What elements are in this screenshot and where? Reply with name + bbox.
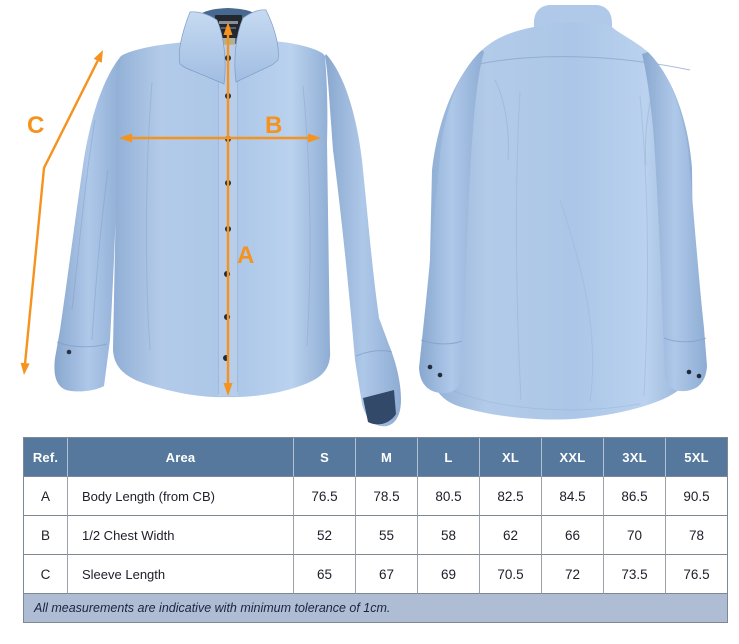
brand-label-text-line: [219, 21, 238, 24]
front-left-cuff-button: [66, 349, 72, 355]
back-left-cuff-button2: [437, 372, 443, 378]
front-left-cuff-seam: [56, 341, 108, 348]
cell-value: 80.5: [417, 477, 479, 516]
cell-value: 69: [417, 555, 479, 594]
cell-value: 84.5: [541, 477, 603, 516]
measurement-arrow-b: [119, 133, 321, 143]
col-header-5xl: 5XL: [665, 438, 727, 477]
col-header-xxl: XXL: [541, 438, 603, 477]
back-body: [428, 21, 694, 420]
col-header-xl: XL: [479, 438, 541, 477]
front-placket-seams: [218, 48, 238, 394]
cell-area: 1/2 Chest Width: [67, 516, 293, 555]
cell-value: 78: [665, 516, 727, 555]
measurement-annotations: C B A: [20, 22, 321, 396]
table-row-chest-width: B 1/2 Chest Width 52 55 58 62 66 70 78: [24, 516, 727, 555]
front-left-sleeve: [54, 56, 123, 392]
size-guide-figure: C B A: [20, 5, 707, 427]
cell-value: 62: [479, 516, 541, 555]
cell-ref: A: [24, 477, 67, 516]
back-right-cuff-button2: [696, 373, 702, 379]
header-row: Ref. Area S M L XL XXL 3XL 5XL: [24, 438, 727, 477]
cell-value: 76.5: [665, 555, 727, 594]
cell-value: 58: [417, 516, 479, 555]
cell-value: 70: [603, 516, 665, 555]
footnote-row: All measurements are indicative with min…: [24, 594, 727, 622]
back-left-sleeve: [419, 50, 484, 394]
measurement-arrow-c: [20, 50, 103, 375]
cell-value: 73.5: [603, 555, 665, 594]
cell-ref: B: [24, 516, 67, 555]
table-row-sleeve-length: C Sleeve Length 65 67 69 70.5 72 73.5 76…: [24, 555, 727, 594]
col-header-l: L: [417, 438, 479, 477]
cell-value: 52: [293, 516, 355, 555]
cell-value: 65: [293, 555, 355, 594]
front-right-cuff-lining: [363, 390, 396, 425]
front-collar-right-leaf: [234, 9, 279, 83]
col-header-area: Area: [67, 438, 293, 477]
back-left-cuff-button: [427, 364, 433, 370]
cell-value: 90.5: [665, 477, 727, 516]
shirt-back-view: [419, 5, 707, 420]
cell-area: Sleeve Length: [67, 555, 293, 594]
cell-value: 72: [541, 555, 603, 594]
cell-ref: C: [24, 555, 67, 594]
col-header-m: M: [355, 438, 417, 477]
label-b: B: [265, 112, 282, 139]
front-right-sleeve: [325, 54, 401, 427]
table-row-body-length: A Body Length (from CB) 76.5 78.5 80.5 8…: [24, 477, 727, 516]
measurement-arrow-a: [223, 22, 233, 396]
back-left-cuff-seam: [420, 339, 463, 345]
cell-value: 67: [355, 555, 417, 594]
size-table-section: Ref. Area S M L XL XXL 3XL 5XL A Body Le…: [23, 437, 728, 623]
col-header-ref: Ref.: [24, 438, 67, 477]
cell-value: 70.5: [479, 555, 541, 594]
cell-area: Body Length (from CB): [67, 477, 293, 516]
label-a: A: [237, 242, 254, 269]
cell-value: 82.5: [479, 477, 541, 516]
col-header-3xl: 3XL: [603, 438, 665, 477]
col-header-s: S: [293, 438, 355, 477]
front-right-cuff-seam: [355, 350, 393, 357]
front-left-sleeve-folds: [71, 119, 109, 341]
back-right-sleeve: [642, 52, 707, 392]
size-table: Ref. Area S M L XL XXL 3XL 5XL A Body Le…: [23, 437, 728, 623]
cell-value: 78.5: [355, 477, 417, 516]
back-collar-band: [533, 5, 613, 27]
table-footnote: All measurements are indicative with min…: [24, 594, 727, 622]
cell-value: 86.5: [603, 477, 665, 516]
cell-value: 55: [355, 516, 417, 555]
shirt-front-view: [54, 8, 401, 427]
back-yoke-seam: [469, 56, 691, 71]
shirt-measurement-diagram: C B A: [20, 5, 707, 427]
front-collar-left-leaf: [178, 11, 226, 85]
label-c: C: [27, 112, 44, 139]
back-right-cuff-button: [686, 369, 692, 375]
back-right-cuff-seam: [663, 337, 707, 343]
measurement-labels: C B A: [27, 112, 282, 269]
cell-value: 66: [541, 516, 603, 555]
cell-value: 76.5: [293, 477, 355, 516]
